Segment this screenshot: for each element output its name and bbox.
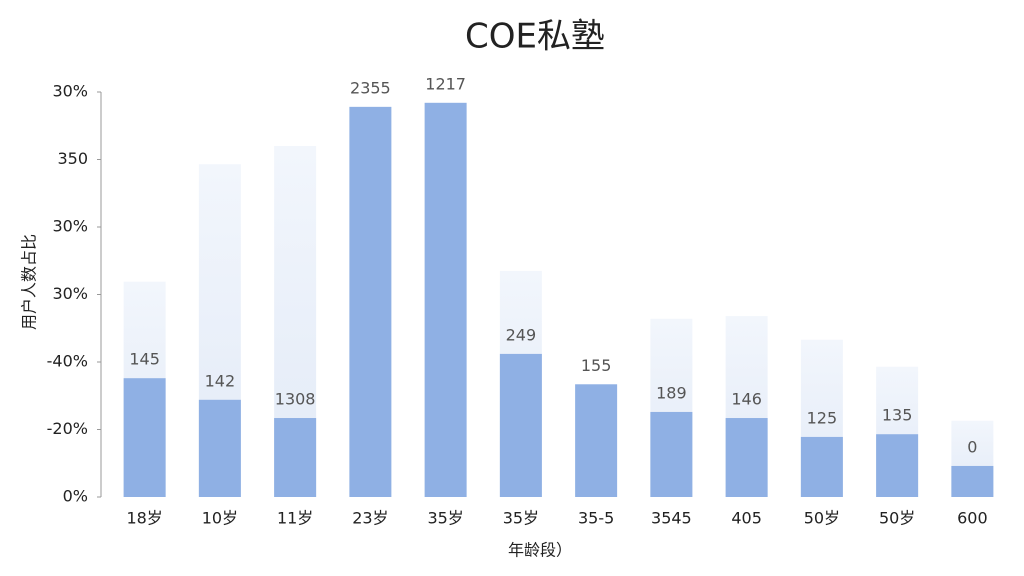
y-tick-label: 350 xyxy=(57,149,88,168)
bar-label: 155 xyxy=(581,356,612,375)
y-tick-label: -40% xyxy=(47,352,88,371)
bar xyxy=(123,378,166,497)
bar xyxy=(725,418,768,497)
bar-label: 2355 xyxy=(350,78,391,97)
bar xyxy=(800,436,843,497)
bar-label: 249 xyxy=(506,325,537,344)
bar xyxy=(575,384,618,497)
bar-label: 189 xyxy=(656,383,687,402)
bar xyxy=(349,106,392,497)
bar xyxy=(650,411,693,497)
x-tick-label: 405 xyxy=(731,509,762,528)
bar xyxy=(876,434,919,497)
bar-label: 145 xyxy=(129,350,160,369)
x-tick-label: 50岁 xyxy=(804,509,840,528)
y-tick-label: 30% xyxy=(52,284,88,303)
bar xyxy=(198,399,241,497)
x-tick-label: 3545 xyxy=(651,509,692,528)
x-tick-label: 11岁 xyxy=(277,509,313,528)
bar xyxy=(274,418,317,497)
bar-label: 1217 xyxy=(425,74,466,93)
x-tick-label: 50岁 xyxy=(879,509,915,528)
x-tick-label: 35岁 xyxy=(427,509,463,528)
bar-label: 0 xyxy=(967,437,977,456)
chart-title: COE私塾 xyxy=(465,17,605,57)
bar-label: 1308 xyxy=(275,390,316,409)
bar-label: 146 xyxy=(731,390,762,409)
y-tick-label: -20% xyxy=(47,419,88,438)
x-tick-label: 35岁 xyxy=(503,509,539,528)
x-tick-label: 23岁 xyxy=(352,509,388,528)
bar xyxy=(424,102,467,498)
x-tick-label: 600 xyxy=(957,509,988,528)
x-axis-label: 年龄段） xyxy=(508,541,572,560)
bar xyxy=(951,465,994,497)
bar xyxy=(499,353,542,497)
x-tick-label: 10岁 xyxy=(202,509,238,528)
y-axis-label: 用户人数占比 xyxy=(20,234,39,330)
bar-label: 125 xyxy=(807,408,838,427)
x-tick-label: 18岁 xyxy=(126,509,162,528)
y-tick-label: 30% xyxy=(52,82,88,101)
bar-label: 142 xyxy=(205,371,236,390)
bar-label: 135 xyxy=(882,406,913,425)
y-tick-label: 30% xyxy=(52,217,88,236)
y-tick-label: 0% xyxy=(63,487,88,506)
x-tick-label: 35-5 xyxy=(578,509,614,528)
